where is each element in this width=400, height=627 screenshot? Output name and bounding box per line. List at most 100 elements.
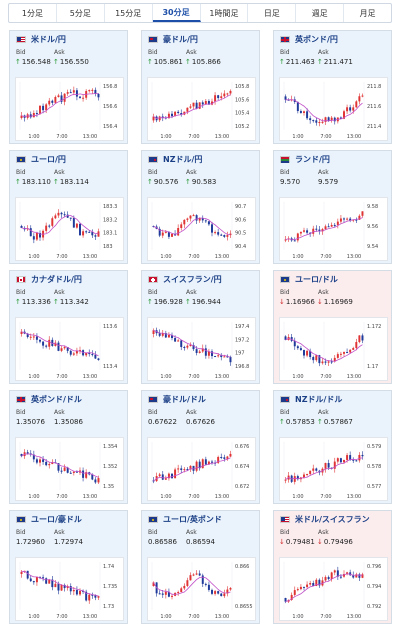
candle-body: [195, 573, 198, 575]
currency-flag-icon: [16, 516, 26, 523]
candle-body: [45, 578, 48, 584]
candle-body: [91, 354, 94, 356]
currency-pair-label[interactable]: 米ドル/スイスフラン: [295, 515, 370, 524]
candle-body: [309, 118, 312, 121]
rate-card[interactable]: ランド/円 Bid Ask 9.570 9.579 9.58 9.56 9.54 1:…: [273, 150, 392, 264]
candle-body: [299, 111, 302, 113]
candle-body: [204, 220, 207, 222]
mini-candlestick-chart[interactable]: 0.796 0.794 0.792 1:00 7:00 13:00: [279, 557, 388, 621]
rate-card[interactable]: NZドル/円 Bid Ask ↑90.576 ↑90.583 90.7 90.6 9…: [141, 150, 260, 264]
moving-average-line: [21, 570, 99, 597]
rate-card[interactable]: 豪ドル/ドル Bid Ask 0.67622 0.67626 0.676 0.67…: [141, 390, 260, 504]
candle-body: [183, 219, 186, 225]
x-tick-label: 1:00: [292, 134, 303, 140]
mini-candlestick-chart[interactable]: 183.3 183.2 183.1 183 1:00 7:00 13:00: [15, 197, 124, 261]
candle-body: [327, 117, 330, 121]
currency-pair-label[interactable]: ユーロ/豪ドル: [31, 515, 82, 524]
tab-7[interactable]: 月足: [359, 8, 376, 18]
x-tick-label: 7:00: [56, 614, 67, 620]
mini-candlestick-chart[interactable]: 1.74 1.735 1.73 1:00 7:00 13:00: [15, 557, 124, 621]
tab-0[interactable]: 1分足: [9, 4, 57, 22]
tab-1[interactable]: 5分足: [57, 4, 105, 22]
candle-body: [293, 240, 296, 242]
currency-pair-label[interactable]: スイスフラン/円: [163, 275, 222, 284]
mini-candlestick-chart[interactable]: 90.7 90.6 90.5 90.4 1:00 7:00 13:00: [147, 197, 256, 261]
rate-card[interactable]: 米ドル/スイスフラン Bid Ask ↓0.79481 ↓0.79496 0.7…: [273, 510, 392, 624]
x-tick-label: 13:00: [215, 614, 229, 620]
mini-candlestick-chart[interactable]: 197.4 197.2 197 196.8 1:00 7:00 13:00: [147, 317, 256, 381]
mini-candlestick-chart[interactable]: 211.8 211.6 211.4 1:00 7:00 13:00: [279, 77, 388, 141]
price-chart-svg: 0.579 0.578 0.577 1:00 7:00 13:00: [283, 442, 381, 500]
currency-pair-label[interactable]: 英ポンド/円: [295, 35, 338, 44]
candle-body: [180, 468, 183, 470]
x-tick-label: 7:00: [320, 614, 331, 620]
rate-card[interactable]: カナダドル/円 Bid Ask ↑113.336 ↑113.342 113.6 1…: [9, 270, 128, 384]
rate-card[interactable]: ユーロ/円 Bid Ask ↑183.110 ↑183.114 183.3 183…: [9, 150, 128, 264]
candle-body: [171, 595, 173, 597]
rate-card[interactable]: 豪ドル/円 Bid Ask ↑105.861 ↑105.866 105.8 105…: [141, 30, 260, 144]
moving-average-line: [153, 457, 231, 482]
mini-candlestick-chart[interactable]: 1.354 1.352 1.35 1:00 7:00 13:00: [15, 437, 124, 501]
currency-pair-label[interactable]: 米ドル/円: [31, 35, 66, 44]
rate-card[interactable]: NZドル/ドル Bid Ask ↑0.57853 ↑0.57867 0.579 0…: [273, 390, 392, 504]
currency-pair-label[interactable]: NZドル/円: [163, 155, 203, 164]
ask-value: ↑196.944: [185, 298, 221, 306]
mini-candlestick-chart[interactable]: 0.866 0.8655 1:00 7:00 13:00: [147, 557, 256, 621]
candle-body: [201, 102, 204, 105]
rate-card[interactable]: スイスフラン/円 Bid Ask ↑196.928 ↑196.944 197.4…: [141, 270, 260, 384]
currency-pair-label[interactable]: 豪ドル/円: [163, 35, 198, 44]
currency-pair-label[interactable]: ユーロ/ドル: [295, 275, 338, 284]
candle-body: [29, 336, 32, 338]
rate-card[interactable]: ユーロ/ドル Bid Ask ↓1.16966 ↓1.16969 1.172 1.…: [273, 270, 392, 384]
tab-5[interactable]: 日足: [248, 4, 297, 22]
x-tick-label: 7:00: [56, 254, 67, 260]
mini-candlestick-chart[interactable]: 0.579 0.578 0.577 1:00 7:00 13:00: [279, 437, 388, 501]
y-tick-label: 0.794: [367, 584, 381, 590]
candle-body: [361, 211, 364, 216]
ask-label: Ask: [186, 289, 197, 296]
y-tick-label: 1.74: [103, 564, 114, 570]
candle-body: [69, 92, 72, 94]
tab-4[interactable]: 1時間足: [201, 4, 249, 22]
currency-pair-label[interactable]: ランド/円: [295, 155, 330, 164]
currency-pair-label[interactable]: カナダドル/円: [31, 275, 82, 284]
candle-body: [349, 455, 352, 460]
rate-card[interactable]: 英ポンド/ドル Bid Ask 1.35076 1.35086 1.354 1.3…: [9, 390, 128, 504]
currency-pair-label[interactable]: ユーロ/英ポンド: [163, 515, 222, 524]
candle-body: [346, 455, 349, 460]
currency-pair-label[interactable]: NZドル/ドル: [295, 395, 343, 404]
mini-candlestick-chart[interactable]: 105.8 105.6 105.4 105.2 1:00 7:00 13:00: [147, 77, 256, 141]
mini-candlestick-chart[interactable]: 113.6 113.4 1:00 7:00 13:00: [15, 317, 124, 381]
candle-body: [306, 350, 309, 356]
x-tick-label: 1:00: [28, 614, 39, 620]
candle-body: [180, 224, 183, 229]
candle-body: [94, 235, 97, 237]
mini-candlestick-chart[interactable]: 1.172 1.17 1:00 7:00 13:00: [279, 317, 388, 381]
mini-candlestick-chart[interactable]: 0.676 0.674 0.672 1:00 7:00 13:00: [147, 437, 256, 501]
candle-body: [220, 593, 223, 597]
rate-card[interactable]: ユーロ/英ポンド Bid Ask 0.86586 0.86594 0.866 0.…: [141, 510, 260, 624]
currency-flag-icon: [148, 276, 158, 283]
candle-body: [284, 336, 287, 340]
candle-body: [318, 122, 321, 124]
candle-body: [318, 355, 321, 364]
ask-arrow-icon: ↓: [317, 538, 323, 546]
mini-candlestick-chart[interactable]: 156.8 156.6 156.4 1:00 7:00 13:00: [15, 77, 124, 141]
rate-card[interactable]: ユーロ/豪ドル Bid Ask 1.72960 1.72974 1.74 1.73…: [9, 510, 128, 624]
candle-body: [42, 341, 45, 346]
currency-pair-label[interactable]: 英ポンド/ドル: [31, 395, 82, 404]
tab-2[interactable]: 15分足: [105, 4, 153, 22]
currency-pair-label[interactable]: 豪ドル/ドル: [163, 395, 206, 404]
mini-candlestick-chart[interactable]: 9.58 9.56 9.54 1:00 7:00 13:00: [279, 197, 388, 261]
candle-body: [72, 353, 75, 355]
tab-6[interactable]: 週足: [296, 4, 345, 22]
rate-card[interactable]: 米ドル/円 Bid Ask ↑156.548 ↑156.550 156.8 156…: [9, 30, 128, 144]
currency-pair-label[interactable]: ユーロ/円: [31, 155, 66, 164]
candle-body: [315, 120, 318, 123]
tab-3[interactable]: 30分足: [152, 4, 201, 22]
candle-body: [346, 218, 349, 220]
y-tick-label: 1.17: [367, 364, 378, 370]
candle-body: [97, 93, 100, 98]
rate-card[interactable]: 英ポンド/円 Bid Ask ↑211.463 ↑211.471 211.8 21…: [273, 30, 392, 144]
bid-label: Bid: [280, 49, 290, 56]
